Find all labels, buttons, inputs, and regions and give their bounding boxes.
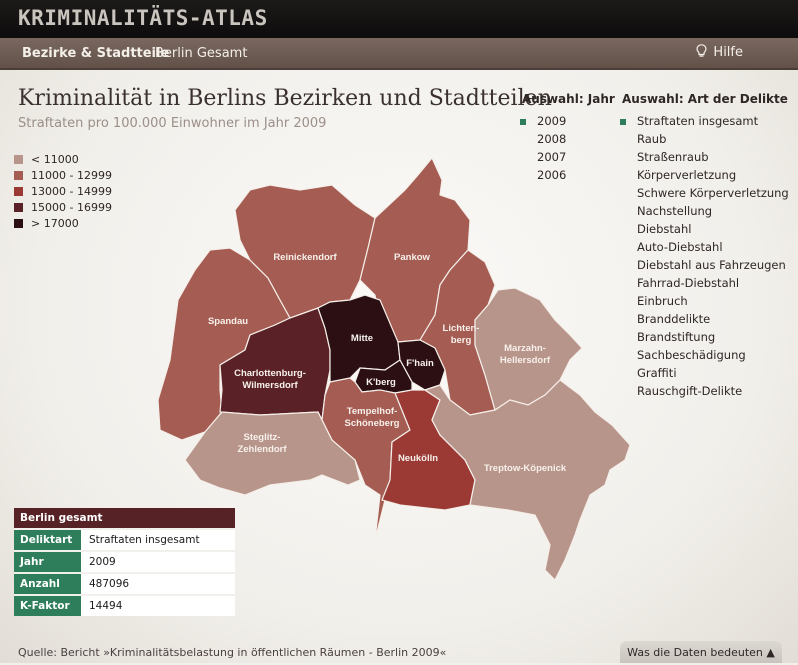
summary-key: Deliktart (14, 528, 81, 551)
district-label: Hellersdorf (500, 355, 551, 366)
offense-option[interactable]: Brandstiftung (637, 330, 716, 344)
offense-option[interactable]: Sachbeschädigung (637, 348, 746, 362)
district-treptow[interactable] (423, 379, 630, 582)
year-heading: Auswahl: Jahr (522, 92, 615, 106)
nav-berlin-gesamt[interactable]: Berlin Gesamt (155, 46, 248, 61)
year-list: 2009 2008 2007 2006 (520, 114, 566, 186)
district-label: Neukölln (398, 453, 438, 464)
year-option[interactable]: 2009 (520, 114, 566, 132)
legend-item: 13000 - 14999 (14, 183, 112, 199)
offense-option[interactable]: Graffiti (637, 366, 677, 380)
district-steglitz[interactable] (184, 411, 361, 496)
district-label: Wilmersdorf (242, 380, 298, 391)
district-label: Tempelhof- (347, 406, 398, 417)
table-row: K-Faktor 14494 (14, 594, 235, 616)
table-row: Anzahl 487096 (14, 572, 235, 595)
table-row: Deliktart Straftaten insgesamt (14, 528, 235, 551)
top-bar: KRIMINALITÄTS-ATLAS (0, 0, 798, 38)
selected-marker-icon (520, 119, 526, 125)
selected-marker-icon (620, 119, 626, 125)
offense-heading: Auswahl: Art der Delikte (622, 92, 788, 106)
legend-swatch (14, 218, 23, 228)
app-title: KRIMINALITÄTS-ATLAS (18, 6, 268, 30)
year-option[interactable]: 2008 (537, 132, 567, 146)
offense-option[interactable]: Schwere Körperverletzung (637, 186, 789, 200)
legend-item: 15000 - 16999 (14, 199, 112, 215)
legend: < 11000 11000 - 12999 13000 - 14999 1500… (14, 151, 112, 231)
district-label: Lichten- (443, 323, 480, 334)
offense-option[interactable]: Diebstahl aus Fahrzeugen (637, 258, 786, 272)
help-button[interactable]: Hilfe (696, 44, 743, 60)
table-row: Jahr 2009 (14, 550, 235, 573)
summary-value: 487096 (81, 572, 235, 595)
summary-value: 14494 (81, 594, 235, 616)
offense-option[interactable]: Auto-Diebstahl (637, 240, 723, 254)
legend-swatch (14, 186, 23, 196)
year-option[interactable]: 2006 (537, 168, 567, 182)
year-option[interactable]: 2007 (537, 150, 567, 164)
offense-list: Straftaten insgesamt Raub Straßenraub Körpe… (620, 114, 789, 402)
summary-value: 2009 (81, 550, 235, 573)
district-label: Schöneberg (345, 418, 400, 429)
offense-option[interactable]: Branddelikte (637, 312, 711, 326)
nav-bezirke-stadtteile[interactable]: Bezirke & Stadtteile (22, 46, 170, 61)
berlin-map: Reinickendorf Pankow Spandau Mitte Licht… (157, 156, 630, 582)
district-label: Steglitz- (244, 432, 281, 443)
district-label: Treptow-Köpenick (484, 463, 567, 474)
offense-option[interactable]: Straßenraub (637, 150, 709, 164)
help-label: Hilfe (713, 45, 743, 60)
district-label: K'berg (366, 377, 396, 388)
legend-item: < 11000 (14, 151, 112, 167)
legend-swatch (14, 170, 23, 180)
district-label: Mitte (351, 333, 373, 344)
district-label: Marzahn- (504, 343, 546, 354)
source-note: Quelle: Bericht »Kriminalitätsbelastung … (18, 646, 447, 659)
data-explanation-button[interactable]: Was die Daten bedeuten ▲ (620, 641, 782, 663)
page-title: Kriminalität in Berlins Bezirken und Sta… (18, 86, 552, 111)
district-reinickendorf[interactable] (234, 184, 376, 319)
lightbulb-icon (696, 44, 708, 57)
district-label: Zehlendorf (237, 444, 287, 455)
district-label: F'hain (406, 358, 434, 369)
legend-item: > 17000 (14, 215, 112, 231)
offense-option[interactable]: Raub (637, 132, 667, 146)
summary-key: Anzahl (14, 572, 81, 595)
summary-heading: Berlin gesamt (14, 508, 235, 529)
summary-table: Berlin gesamt Deliktart Straftaten insge… (14, 508, 235, 616)
district-label: berg (451, 335, 472, 346)
summary-value: Straftaten insgesamt (81, 528, 235, 551)
district-label: Reinickendorf (273, 252, 337, 263)
legend-item: 11000 - 12999 (14, 167, 112, 183)
offense-option[interactable]: Straftaten insgesamt (620, 114, 789, 132)
nav-bar: Bezirke & Stadtteile Berlin Gesamt Hilfe (0, 38, 798, 70)
page-subtitle: Straftaten pro 100.000 Einwohner im Jahr… (18, 116, 327, 131)
offense-option[interactable]: Fahrrad-Diebstahl (637, 276, 740, 290)
legend-swatch (14, 202, 23, 212)
district-label: Charlottenburg- (234, 368, 306, 379)
legend-swatch (14, 154, 23, 164)
summary-key: Jahr (14, 550, 81, 573)
offense-option[interactable]: Körperverletzung (637, 168, 737, 182)
district-label: Spandau (208, 316, 248, 327)
summary-key: K-Faktor (14, 594, 81, 616)
offense-option[interactable]: Rauschgift-Delikte (637, 384, 743, 398)
offense-option[interactable]: Einbruch (637, 294, 688, 308)
offense-option[interactable]: Nachstellung (637, 204, 713, 218)
offense-option[interactable]: Diebstahl (637, 222, 692, 236)
district-charlottenburg[interactable] (219, 307, 331, 423)
district-label: Pankow (394, 252, 431, 263)
